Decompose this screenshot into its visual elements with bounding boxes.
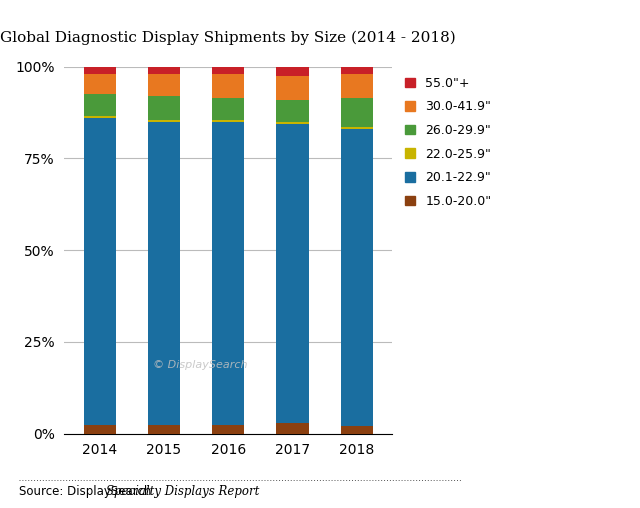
Bar xyxy=(276,67,308,76)
Bar xyxy=(276,122,308,123)
Bar xyxy=(276,123,308,423)
Text: Specialty Displays Report: Specialty Displays Report xyxy=(106,485,259,498)
Bar xyxy=(340,74,373,98)
Text: Source: DisplaySearch: Source: DisplaySearch xyxy=(19,485,156,498)
Bar xyxy=(212,67,244,74)
Bar xyxy=(148,74,180,96)
Bar xyxy=(340,67,373,74)
Bar xyxy=(148,120,180,122)
Bar xyxy=(340,127,373,129)
Bar xyxy=(340,426,373,434)
Legend: 55.0"+, 30.0-41.9", 26.0-29.9", 22.0-25.9", 20.1-22.9", 15.0-20.0": 55.0"+, 30.0-41.9", 26.0-29.9", 22.0-25.… xyxy=(402,73,495,211)
Bar xyxy=(83,116,116,118)
Bar xyxy=(148,122,180,425)
Title: Global Diagnostic Display Shipments by Size (2014 - 2018): Global Diagnostic Display Shipments by S… xyxy=(0,30,456,45)
Bar xyxy=(83,67,116,74)
Bar xyxy=(83,74,116,94)
Bar xyxy=(83,94,116,116)
Bar xyxy=(148,96,180,120)
Bar xyxy=(212,74,244,98)
Bar xyxy=(340,129,373,426)
Bar xyxy=(83,118,116,425)
Bar xyxy=(212,98,244,120)
Bar xyxy=(212,120,244,122)
Bar xyxy=(212,122,244,425)
Bar xyxy=(276,76,308,100)
Bar xyxy=(340,98,373,127)
Bar xyxy=(148,67,180,74)
Bar xyxy=(212,425,244,434)
Text: © DisplaySearch: © DisplaySearch xyxy=(153,360,247,370)
Bar xyxy=(148,425,180,434)
Bar xyxy=(276,100,308,122)
Bar xyxy=(83,425,116,434)
Bar xyxy=(276,423,308,434)
